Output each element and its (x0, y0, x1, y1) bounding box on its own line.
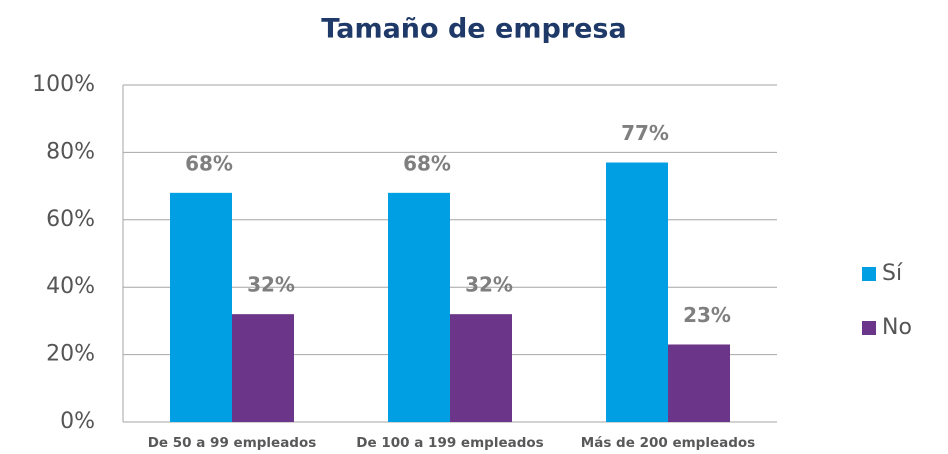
y-tick-label: 100% (32, 72, 95, 97)
bar (232, 314, 294, 422)
legend-label: No (882, 315, 912, 340)
legend-label: Sí (882, 261, 903, 286)
y-tick-label: 20% (46, 342, 95, 367)
legend-swatch (862, 321, 876, 335)
bar (388, 192, 450, 422)
bar (606, 162, 668, 422)
x-tick-label: De 100 a 199 empleados (356, 435, 543, 451)
legend-swatch (862, 267, 876, 281)
data-label: 32% (465, 273, 513, 297)
y-tick-label: 80% (46, 139, 95, 164)
data-label: 32% (247, 273, 295, 297)
bar (668, 344, 730, 422)
data-label: 68% (403, 151, 451, 175)
data-label: 68% (185, 151, 233, 175)
x-tick-label: Más de 200 empleados (581, 435, 755, 451)
y-tick-label: 0% (60, 409, 95, 434)
x-tick-label: De 50 a 99 empleados (148, 435, 317, 451)
chart-title: Tamaño de empresa (321, 14, 626, 45)
y-tick-label: 60% (46, 207, 95, 232)
data-label: 23% (683, 303, 731, 327)
bar (450, 314, 512, 422)
bar (170, 192, 232, 422)
data-label: 77% (621, 121, 669, 145)
y-tick-label: 40% (46, 274, 95, 299)
